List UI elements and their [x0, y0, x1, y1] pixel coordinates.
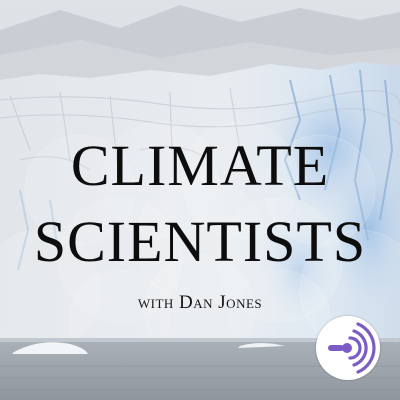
- podcast-title-line2: SCIENTISTS: [33, 209, 367, 274]
- podcast-title-line1: CLIMATE: [70, 133, 330, 198]
- anchor-logo-icon: [328, 322, 376, 374]
- anchor-badge: [316, 316, 380, 380]
- host-byline: with Dan Jones: [137, 292, 263, 313]
